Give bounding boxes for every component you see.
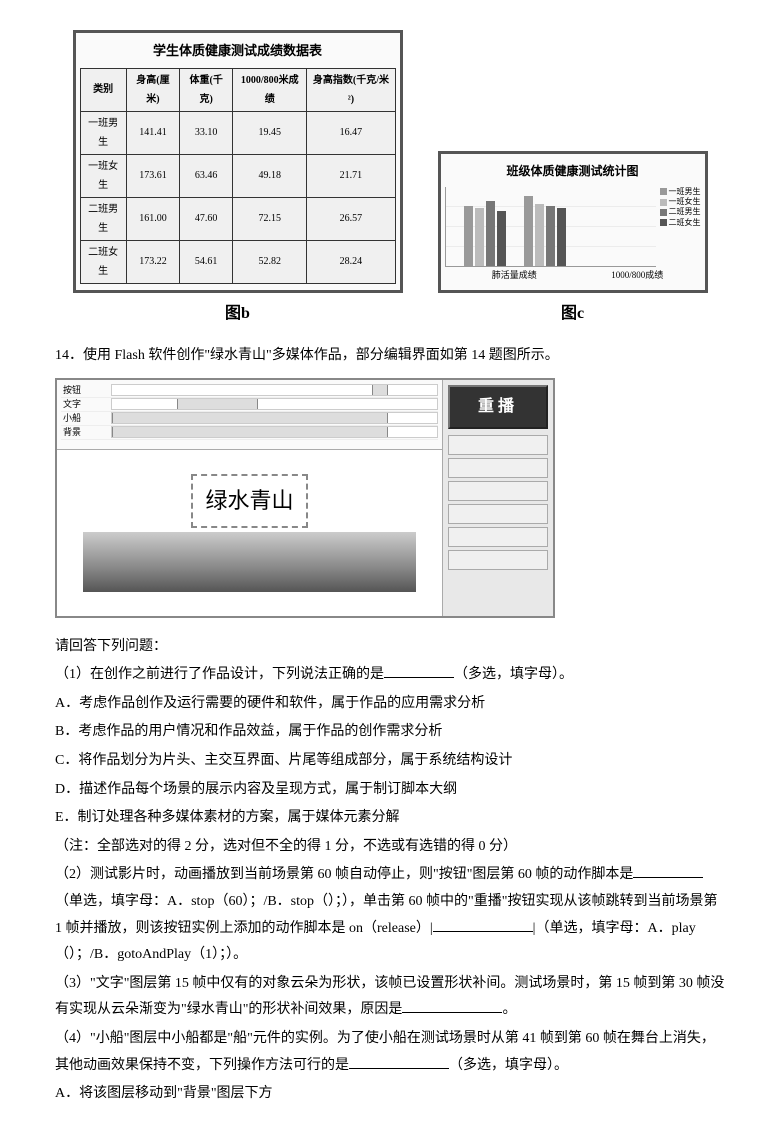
blank[interactable] xyxy=(349,1055,449,1069)
bar-group-2 xyxy=(524,196,566,266)
timeline-panel: 按钮 文字 小船 背景 xyxy=(57,380,442,450)
replay-button[interactable]: 重播 xyxy=(448,385,548,429)
bar-group-1 xyxy=(464,201,506,266)
th: 体重(千克) xyxy=(180,68,233,111)
th: 类别 xyxy=(80,68,126,111)
bar xyxy=(524,196,533,266)
q3-line: （3）"文字"图层第 15 帧中仅有的对象云朵为形状，该帧已设置形状补间。测试场… xyxy=(55,971,725,1024)
option-b: B．考虑作品的用户情况和作品效益，属于作品的创作需求分析 xyxy=(55,719,725,746)
option-d: D．描述作品每个场景的展示内容及呈现方式，属于制订脚本大纲 xyxy=(55,777,725,804)
panel-row xyxy=(448,527,548,547)
bar xyxy=(464,206,473,266)
layer-row: 小船 xyxy=(61,412,438,426)
bar xyxy=(475,208,484,266)
bar xyxy=(535,204,544,266)
q14-intro: 14．使用 Flash 软件创作"绿水青山"多媒体作品，部分编辑界面如第 14 … xyxy=(55,343,725,370)
panel-row xyxy=(448,435,548,455)
q4-option-a: A．将该图层移动到"背景"图层下方 xyxy=(55,1081,725,1108)
table-title: 学生体质健康测试成绩数据表 xyxy=(80,39,396,64)
q2-line: （2）测试影片时，动画播放到当前场景第 60 帧自动停止，则"按钮"图层第 60… xyxy=(55,862,725,968)
th: 身高(厘米) xyxy=(126,68,179,111)
stage-text: 绿水青山 xyxy=(191,474,307,528)
panel-row xyxy=(448,481,548,501)
option-a: A．考虑作品创作及运行需要的硬件和软件，属于作品的应用需求分析 xyxy=(55,691,725,718)
bar xyxy=(486,201,495,266)
table-row: 二班女生173.2254.6152.8228.24 xyxy=(80,240,395,283)
flash-screenshot: 按钮 文字 小船 背景 绿水青山 重播 xyxy=(55,378,555,618)
x-axis-labels: 肺活量成绩 1000/800成绩 xyxy=(455,267,701,284)
scoring-note: （注：全部选对的得 2 分，选对但不全的得 1 分，不选或有选错的得 0 分） xyxy=(55,834,725,861)
caption-b: 图b xyxy=(73,299,403,329)
panel-row xyxy=(448,504,548,524)
questions-prompt: 请回答下列问题： xyxy=(55,634,725,661)
blank[interactable] xyxy=(433,918,533,932)
flash-main-area: 按钮 文字 小船 背景 绿水青山 xyxy=(57,380,443,616)
data-table: 类别 身高(厘米) 体重(千克) 1000/800米成绩 身高指数(千克/米²)… xyxy=(80,68,396,284)
bar-chart xyxy=(445,187,656,267)
q4-line: （4）"小船"图层中小船都是"船"元件的实例。为了使小船在测试场景时从第 41 … xyxy=(55,1026,725,1079)
blank[interactable] xyxy=(384,664,454,678)
stage-area: 绿水青山 xyxy=(57,450,442,616)
option-e: E．制订处理各种多媒体素材的方案，属于媒体元素分解 xyxy=(55,805,725,832)
blank[interactable] xyxy=(402,999,502,1013)
blank[interactable] xyxy=(633,864,703,878)
option-c: C．将作品划分为片头、主交互界面、片尾等组成部分，属于系统结构设计 xyxy=(55,748,725,775)
table-header-row: 类别 身高(厘米) 体重(千克) 1000/800米成绩 身高指数(千克/米²) xyxy=(80,68,395,111)
layer-row: 背景 xyxy=(61,426,438,440)
table-row: 二班男生161.0047.6072.1526.57 xyxy=(80,197,395,240)
panel-row xyxy=(448,458,548,478)
bar xyxy=(497,211,506,266)
layer-row: 按钮 xyxy=(61,384,438,398)
layer-row: 文字 xyxy=(61,398,438,412)
panel-row xyxy=(448,550,548,570)
figure-b: 学生体质健康测试成绩数据表 类别 身高(厘米) 体重(千克) 1000/800米… xyxy=(73,30,403,329)
th: 1000/800米成绩 xyxy=(233,68,307,111)
chart-frame: 班级体质健康测试统计图 xyxy=(438,151,708,293)
bar xyxy=(557,208,566,266)
table-row: 一班女生173.6163.4649.1821.71 xyxy=(80,154,395,197)
table-row: 一班男生141.4133.1019.4516.47 xyxy=(80,111,395,154)
caption-c: 图c xyxy=(438,299,708,329)
chart-title: 班级体质健康测试统计图 xyxy=(445,160,701,183)
chart-legend: 一班男生 一班女生 二班男生 二班女生 xyxy=(660,187,701,267)
figures-row: 学生体质健康测试成绩数据表 类别 身高(厘米) 体重(千克) 1000/800米… xyxy=(55,30,725,329)
q1-line: （1）在创作之前进行了作品设计，下列说法正确的是（多选，填字母）。 xyxy=(55,662,725,689)
figure-c: 班级体质健康测试统计图 xyxy=(438,151,708,329)
th: 身高指数(千克/米²) xyxy=(307,68,395,111)
stage-scenery xyxy=(83,532,415,592)
properties-panel: 重播 xyxy=(443,380,553,616)
table-frame: 学生体质健康测试成绩数据表 类别 身高(厘米) 体重(千克) 1000/800米… xyxy=(73,30,403,293)
bar xyxy=(546,206,555,266)
